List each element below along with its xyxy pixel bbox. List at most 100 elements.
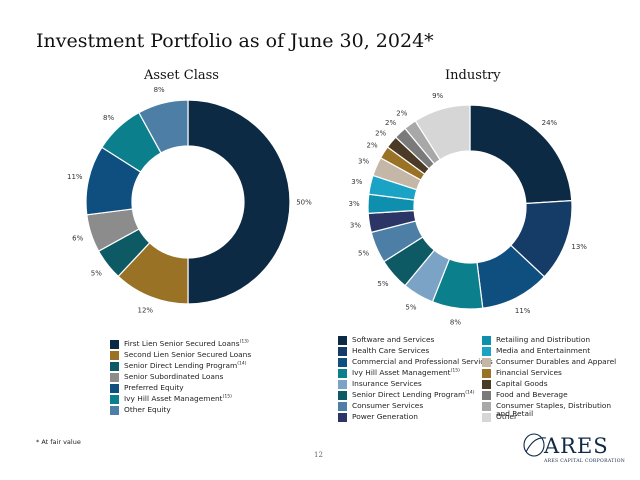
industry-legend-item-senior-direct-lending-program: Senior Direct Lending Program(14) — [338, 391, 474, 400]
legend-label-text: Preferred Equity — [124, 383, 184, 392]
legend-label: Health Care Services — [352, 347, 429, 355]
asset-class-data-label-second-lien-senior-secured-loans: 12% — [138, 306, 154, 314]
industry-data-label-retailing-and-distribution: 3% — [349, 200, 360, 208]
asset-class-data-label-first-lien-senior-secured-loans: 50% — [296, 199, 312, 207]
legend-label: Other Equity — [124, 406, 171, 414]
industry-data-label-senior-direct-lending-program: 5% — [377, 280, 388, 288]
legend-label-text: Ivy Hill Asset Management — [124, 394, 223, 403]
industry-legend-item-media-and-entertainment: Media and Entertainment — [482, 347, 590, 356]
industry-data-label-food-and-beverage: 2% — [385, 119, 396, 127]
ares-logo-mark-icon — [523, 433, 547, 457]
asset-class-legend-item-second-lien-senior-secured-loans: Second Lien Senior Secured Loans — [110, 351, 251, 360]
industry-data-label-consumer-staples-distribution-and-retail: 2% — [396, 110, 407, 118]
asset-class-legend-item-other-equity: Other Equity — [110, 406, 171, 415]
legend-swatch — [110, 373, 119, 382]
legend-label-text: Financial Services — [496, 368, 562, 377]
industry-legend-item-health-care-services: Health Care Services — [338, 347, 429, 356]
legend-swatch — [110, 340, 119, 349]
industry-legend-item-insurance-services: Insurance Services — [338, 380, 422, 389]
legend-swatch — [110, 351, 119, 360]
legend-swatch — [338, 402, 347, 411]
legend-label: Power Generation — [352, 413, 418, 421]
industry-data-label-software-and-services: 24% — [542, 119, 558, 127]
legend-label: Retailing and Distribution — [496, 336, 590, 344]
industry-legend-item-ivy-hill-asset-management: Ivy Hill Asset Management(15) — [338, 369, 460, 378]
legend-swatch — [338, 358, 347, 367]
legend-label: Senior Subordinated Loans — [124, 373, 223, 381]
legend-swatch — [110, 395, 119, 404]
legend-label-text: Health Care Services — [352, 346, 430, 355]
legend-swatch — [338, 391, 347, 400]
legend-label-text: Other Equity — [124, 405, 171, 414]
legend-label: Software and Services — [352, 336, 434, 344]
asset-class-legend-item-ivy-hill-asset-management: Ivy Hill Asset Management(15) — [110, 395, 232, 404]
legend-footnote-ref: (15) — [222, 394, 232, 400]
legend-label-text: First Lien Senior Secured Loans — [124, 339, 240, 348]
legend-swatch — [482, 391, 491, 400]
asset-class-data-label-preferred-equity: 11% — [67, 173, 83, 181]
industry-slice-other — [414, 104, 471, 161]
page-title: Investment Portfolio as of June 30, 2024… — [36, 30, 434, 52]
legend-swatch — [110, 384, 119, 393]
asset-class-data-label-senior-subordinated-loans: 6% — [72, 234, 83, 242]
asset-class-slice-other-equity — [138, 99, 189, 154]
legend-swatch — [338, 336, 347, 345]
legend-label-text: Food and Beverage — [496, 390, 568, 399]
legend-label-text: Consumer Durables and Apparel — [496, 357, 617, 366]
industry-data-label-other: 9% — [432, 92, 443, 100]
industry-data-label-commercial-and-professional-services: 11% — [515, 307, 531, 315]
industry-data-label-consumer-durables-and-apparel: 3% — [358, 157, 369, 165]
legend-label: Capital Goods — [496, 380, 548, 388]
industry-legend-item-consumer-durables-and-apparel: Consumer Durables and Apparel — [482, 358, 616, 367]
legend-swatch — [338, 369, 347, 378]
legend-footnote-ref: (14) — [465, 390, 475, 396]
legend-label: Ivy Hill Asset Management(15) — [124, 395, 232, 403]
legend-label-text: Capital Goods — [496, 379, 548, 388]
legend-swatch — [338, 347, 347, 356]
legend-footnote-ref: (13) — [239, 339, 249, 345]
industry-legend-item-power-generation: Power Generation — [338, 413, 418, 422]
legend-swatch — [482, 369, 491, 378]
industry-slice-software-and-services — [469, 104, 573, 205]
industry-data-label-capital-goods: 2% — [375, 130, 386, 138]
industry-legend-item-financial-services: Financial Services — [482, 369, 562, 378]
industry-legend-item-software-and-services: Software and Services — [338, 336, 434, 345]
asset-class-data-label-senior-direct-lending-program: 5% — [91, 270, 102, 278]
legend-swatch — [110, 406, 119, 415]
asset-class-legend-item-senior-direct-lending-program: Senior Direct Lending Program(14) — [110, 362, 246, 371]
industry-data-label-financial-services: 2% — [367, 141, 378, 149]
page-number: 12 — [314, 451, 323, 459]
industry-data-label-ivy-hill-asset-management: 8% — [450, 319, 461, 327]
asset-class-slice-first-lien-senior-secured-loans — [187, 99, 291, 305]
legend-label-text: Senior Direct Lending Program — [352, 390, 466, 399]
legend-label: Preferred Equity — [124, 384, 184, 392]
asset-class-legend-item-first-lien-senior-secured-loans: First Lien Senior Secured Loans(13) — [110, 340, 249, 349]
industry-data-label-consumer-services: 5% — [358, 250, 369, 258]
legend-label: Senior Direct Lending Program(14) — [124, 362, 246, 370]
legend-label: First Lien Senior Secured Loans(13) — [124, 340, 249, 348]
industry-legend-item-other: Other — [482, 413, 517, 422]
legend-label-text: Power Generation — [352, 412, 418, 421]
legend-swatch — [482, 358, 491, 367]
legend-label: Senior Direct Lending Program(14) — [352, 391, 474, 399]
logo-subtitle: ARES CAPITAL CORPORATION — [544, 459, 626, 464]
industry-chart-title: Industry — [445, 68, 501, 83]
legend-label-text: Commercial and Professional Services — [352, 357, 493, 366]
legend-swatch — [482, 380, 491, 389]
industry-legend-item-consumer-staples-distribution-and-retail: Consumer Staples, Distribution and Retai… — [482, 402, 614, 418]
industry-legend-item-commercial-and-professional-services: Commercial and Professional Services — [338, 358, 493, 367]
legend-label-text: Insurance Services — [352, 379, 422, 388]
legend-label: Media and Entertainment — [496, 347, 590, 355]
legend-label: Consumer Durables and Apparel — [496, 358, 616, 366]
legend-label-text: Consumer Services — [352, 401, 424, 410]
legend-label: Consumer Services — [352, 402, 423, 410]
legend-label-text: Consumer Staples, Distribution and Retai… — [496, 401, 612, 418]
industry-data-label-power-generation: 3% — [350, 222, 361, 230]
legend-swatch — [482, 402, 491, 411]
legend-label: Commercial and Professional Services — [352, 358, 493, 366]
legend-swatch — [482, 413, 491, 422]
legend-footnote-ref: (14) — [237, 361, 247, 367]
industry-legend-item-consumer-services: Consumer Services — [338, 402, 423, 411]
legend-footnote-ref: (15) — [450, 368, 460, 374]
